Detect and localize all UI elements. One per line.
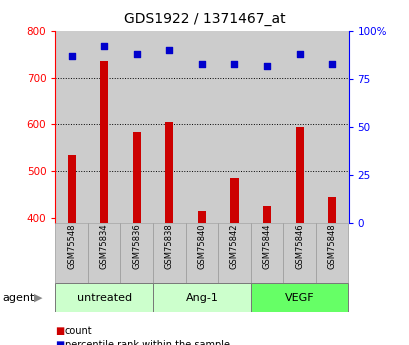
Bar [250,223,283,283]
Text: GSM75846: GSM75846 [294,224,303,269]
Point [231,61,237,66]
Bar [153,223,185,283]
Bar [67,155,76,223]
Bar [262,206,270,223]
Text: Ang-1: Ang-1 [185,293,218,303]
Bar [230,178,238,223]
Bar [120,223,153,283]
Text: GSM75848: GSM75848 [327,224,336,269]
Point [198,61,204,66]
Text: agent: agent [2,293,34,303]
Bar [250,283,348,312]
Bar [55,283,153,312]
Text: GSM75548: GSM75548 [67,224,76,269]
Text: ▶: ▶ [34,293,42,303]
Bar [283,31,315,223]
Text: untreated: untreated [76,293,131,303]
Bar [218,31,250,223]
Text: ■: ■ [55,326,65,336]
Text: GDS1922 / 1371467_at: GDS1922 / 1371467_at [124,12,285,26]
Bar [120,31,153,223]
Bar [185,31,218,223]
Bar [88,31,120,223]
Text: GSM75842: GSM75842 [229,224,238,269]
Bar [133,132,141,223]
Bar [283,223,315,283]
Text: ■: ■ [55,340,65,345]
Point [263,63,270,68]
Bar [315,31,348,223]
Bar [100,61,108,223]
Bar [153,31,185,223]
Text: GSM75834: GSM75834 [99,224,108,269]
Text: count: count [65,326,92,336]
Point [328,61,335,66]
Bar [327,197,335,223]
Bar [55,223,88,283]
Bar [315,223,348,283]
Text: GSM75836: GSM75836 [132,224,141,269]
Bar [165,122,173,223]
Point [296,51,302,57]
Bar [218,223,250,283]
Bar [88,223,120,283]
Text: GSM75844: GSM75844 [262,224,271,269]
Text: GSM75840: GSM75840 [197,224,206,269]
Bar [198,211,205,223]
Text: GSM75838: GSM75838 [164,224,173,269]
Text: VEGF: VEGF [284,293,314,303]
Bar [250,31,283,223]
Bar [153,283,250,312]
Point [101,43,107,49]
Bar [295,127,303,223]
Point [68,53,75,59]
Bar [55,31,88,223]
Bar [185,223,218,283]
Text: percentile rank within the sample: percentile rank within the sample [65,340,229,345]
Point [166,47,172,53]
Point [133,51,140,57]
